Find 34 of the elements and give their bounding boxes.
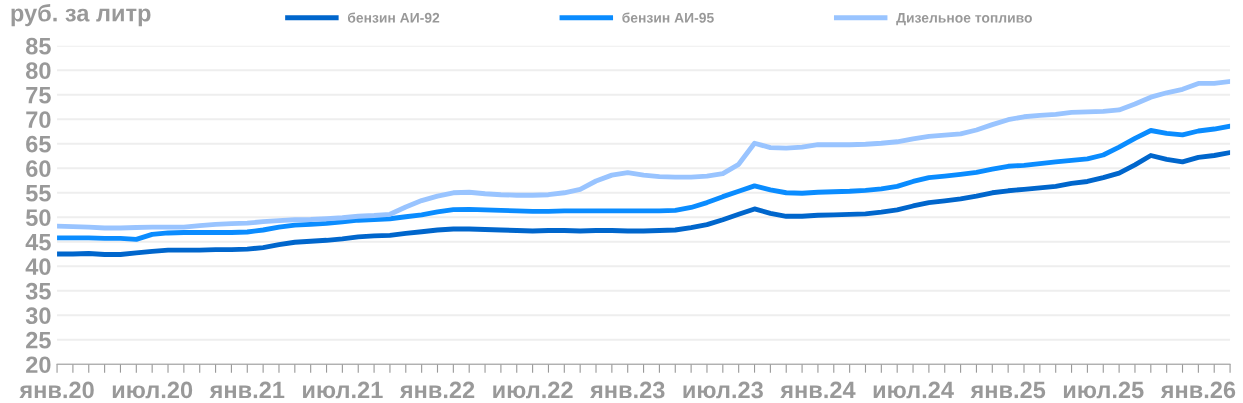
y-tick-label: 40 (25, 258, 51, 276)
line-series (57, 150, 1231, 257)
x-tick-label: июл.22 (493, 381, 573, 399)
x-tick-label: янв.24 (780, 381, 856, 399)
y-tick-label: 45 (25, 234, 51, 251)
y-tick-label: 25 (26, 331, 51, 349)
line-series (57, 123, 1231, 242)
y-tick-label: 75 (26, 87, 51, 104)
y-tick-label: 70 (26, 111, 51, 129)
x-tick-label: янв.23 (590, 381, 665, 399)
x-tick-label: июл.21 (303, 381, 383, 399)
y-tick-label: 35 (25, 282, 51, 300)
x-tick-label: янв.26 (1160, 381, 1236, 399)
x-tick-label: янв.20 (19, 381, 94, 399)
x-tick-label: июл.25 (1063, 381, 1144, 399)
x-tick-label: янв.21 (209, 381, 285, 399)
line-series (57, 79, 1231, 231)
y-tick-label: 55 (25, 185, 51, 202)
x-tick-label: июл.24 (873, 381, 954, 399)
x-tick-label: июл.23 (683, 381, 763, 399)
y-tick-label: 65 (26, 135, 51, 153)
y-tick-label: 20 (26, 356, 51, 374)
y-axis-title: руб. за литр (11, 4, 151, 27)
y-tick-label: 50 (25, 209, 51, 227)
legend-label: бензин АИ-95 (622, 12, 714, 23)
y-tick-label: 30 (25, 307, 51, 325)
y-tick-label: 80 (25, 62, 51, 79)
x-tick-label: янв.22 (399, 381, 475, 399)
y-tick-label: 60 (26, 160, 51, 178)
legend-label: бензин АИ-92 (347, 12, 440, 23)
legend-label: Дизельное топливо (896, 13, 1032, 26)
x-tick-label: июл.20 (112, 381, 193, 399)
y-tick-label: 85 (25, 37, 51, 55)
x-tick-label: янв.25 (970, 381, 1046, 399)
